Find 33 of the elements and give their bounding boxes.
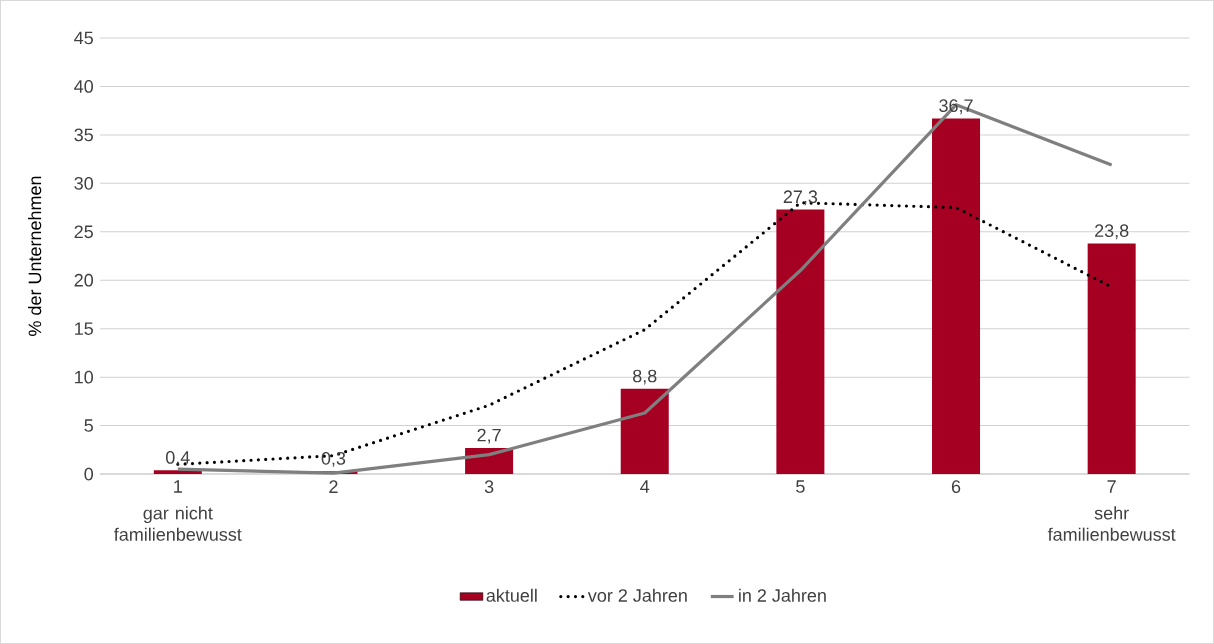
y-tick-label: 45 (74, 31, 93, 45)
bar (1087, 243, 1136, 475)
legend-label: in 2 Jahren (739, 588, 826, 602)
y-tick-label: 5 (84, 419, 93, 432)
y-tick-label: 0 (84, 467, 94, 481)
x-tick-label: 4 (640, 480, 650, 493)
data-label: 27,3 (783, 190, 818, 206)
x-tick-label: 7 (1107, 480, 1116, 493)
data-label: 2,7 (477, 428, 501, 444)
data-label: 23,8 (1095, 224, 1129, 240)
y-tick-label: 40 (74, 80, 94, 93)
bar (776, 209, 825, 475)
y-tick-label: 20 (74, 273, 94, 287)
text: sehr familienbewusst (1047, 506, 1176, 541)
data-label: 8,8 (633, 369, 657, 385)
data-label: 0,4 (166, 451, 190, 466)
y-tick-label: 15 (75, 322, 93, 335)
y-tick-label: 25 (74, 225, 93, 239)
x-tick-label: 2 (329, 480, 338, 493)
x-tick-label: 3 (484, 480, 494, 494)
x-tick-label: 1 (174, 480, 182, 493)
y-tick-label: 30 (74, 176, 94, 190)
y-axis-title: % der Unternehmen (28, 176, 42, 336)
legend-label: vor 2 Jahren (587, 588, 687, 602)
data-label: 0,3 (321, 451, 346, 467)
bar (620, 388, 669, 475)
bar (932, 118, 981, 475)
y-tick-label: 10 (75, 370, 94, 384)
x-tick-label: 5 (796, 480, 805, 493)
y-tick-label: 35 (74, 128, 93, 142)
x-tick-label: 6 (951, 480, 961, 494)
legend-label: aktuell (486, 588, 537, 602)
text: gar nicht familienbewusst (114, 506, 242, 541)
